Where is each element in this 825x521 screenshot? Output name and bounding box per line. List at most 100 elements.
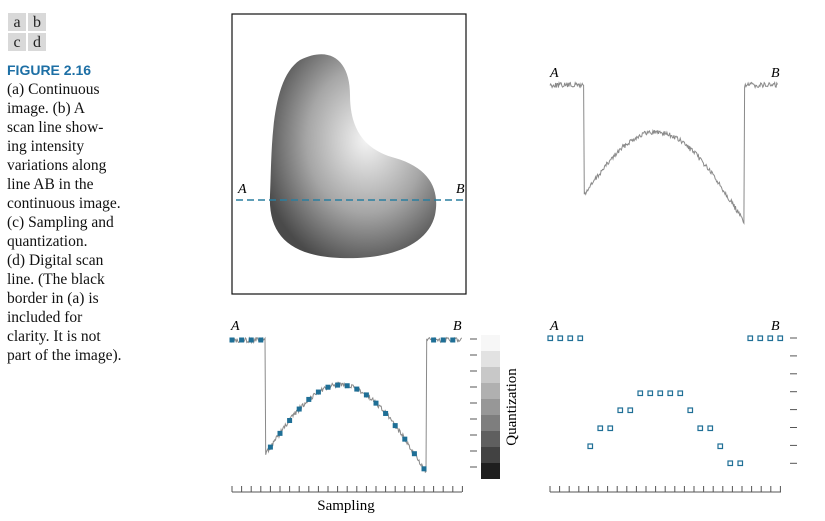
sample-point — [277, 430, 283, 436]
gray-level — [481, 351, 500, 367]
digital-sample — [547, 335, 554, 342]
sample-point — [392, 423, 398, 429]
sample-point — [229, 337, 235, 343]
digital-sample — [737, 460, 744, 467]
digital-sample — [617, 407, 624, 414]
sample-point — [402, 436, 408, 442]
sample-point — [325, 384, 331, 390]
key-cell — [8, 13, 26, 31]
digital-sample — [677, 390, 684, 397]
key-cell — [28, 33, 46, 51]
continuous-image — [269, 54, 437, 259]
sample-point — [431, 337, 437, 343]
digital-sample — [587, 443, 594, 450]
sample-point — [440, 337, 446, 343]
sample-point — [248, 337, 254, 343]
intensity-curve — [229, 336, 463, 474]
scan-profile — [549, 80, 778, 225]
sample-point — [306, 396, 312, 402]
panel-key: d — [33, 34, 41, 51]
gray-level — [481, 463, 500, 479]
caption: (a) Continuous image. (b) A scan line show… — [7, 81, 121, 364]
caption-line: (a) Continuous — [7, 81, 100, 98]
caption-line: border in (a) is — [7, 290, 99, 307]
label-a: A — [230, 319, 240, 334]
gray-level — [481, 383, 500, 399]
digital-sample — [627, 407, 634, 414]
digital-sample — [567, 335, 574, 342]
sampling-label: Sampling — [317, 498, 375, 514]
digital-sample — [657, 390, 664, 397]
caption-line: scan line show- — [7, 119, 103, 136]
caption-line: line. (The black — [7, 271, 105, 288]
gray-level — [481, 399, 500, 415]
digital-sample — [557, 335, 564, 342]
sample-point — [383, 410, 389, 416]
digital-sample — [577, 335, 584, 342]
digital-sample — [647, 390, 654, 397]
gray-level — [481, 367, 500, 383]
quantization-label: Quantization — [504, 368, 520, 446]
digital-sample — [717, 443, 724, 450]
caption-line: image. (b) A — [7, 100, 86, 117]
digital-sample — [697, 425, 704, 432]
sample-point — [411, 451, 417, 457]
panel-key: a — [13, 14, 20, 31]
gray-level — [481, 415, 500, 431]
label-b: B — [453, 319, 462, 334]
sample-point — [239, 337, 245, 343]
intensity-curve — [549, 80, 778, 225]
label-b: B — [771, 319, 780, 334]
sample-point — [363, 392, 369, 398]
sample-point — [287, 418, 293, 424]
digital-sample — [777, 335, 784, 342]
sample-point — [267, 444, 273, 450]
gray-level — [481, 335, 500, 351]
caption-line: variations along — [7, 157, 107, 174]
gray-level — [481, 431, 500, 447]
caption-line: clarity. It is not — [7, 328, 101, 345]
gray-level — [481, 447, 500, 463]
digital-sample — [747, 335, 754, 342]
caption-line: line AB in the — [7, 176, 94, 193]
digital-sample — [667, 390, 674, 397]
sample-point — [315, 389, 321, 395]
image-border — [231, 13, 467, 295]
sample-point — [354, 386, 360, 392]
digital-sample — [687, 407, 694, 414]
sample-point — [421, 466, 427, 472]
label-a: A — [549, 66, 559, 81]
caption-line: ing intensity — [7, 138, 84, 155]
panel-key: b — [33, 14, 41, 31]
digital-scan-line — [547, 335, 797, 493]
caption-line: continuous image. — [7, 195, 121, 212]
key-cell — [28, 13, 46, 31]
digital-sample — [727, 460, 734, 467]
key-cell — [8, 33, 26, 51]
digital-sample — [607, 425, 614, 432]
label-b: B — [771, 66, 780, 81]
figure-title: FIGURE 2.16 — [7, 62, 91, 78]
caption-line: (d) Digital scan — [7, 252, 104, 269]
digital-sample — [757, 335, 764, 342]
quantization-scale — [470, 335, 500, 479]
sampled-profile — [229, 336, 463, 493]
digital-sample — [767, 335, 774, 342]
sample-point — [373, 400, 379, 406]
caption-line: (c) Sampling and — [7, 214, 114, 231]
sample-point — [296, 406, 302, 412]
sample-point — [258, 337, 264, 343]
label-a: A — [237, 182, 247, 197]
label-b: B — [456, 182, 465, 197]
digital-sample — [637, 390, 644, 397]
digital-sample — [597, 425, 604, 432]
panel-key: c — [13, 34, 20, 51]
caption-line: quantization. — [7, 233, 88, 250]
sample-point — [344, 383, 350, 389]
digital-sample — [707, 425, 714, 432]
caption-line: included for — [7, 309, 83, 326]
sample-point — [450, 337, 456, 343]
sample-point — [335, 382, 341, 388]
